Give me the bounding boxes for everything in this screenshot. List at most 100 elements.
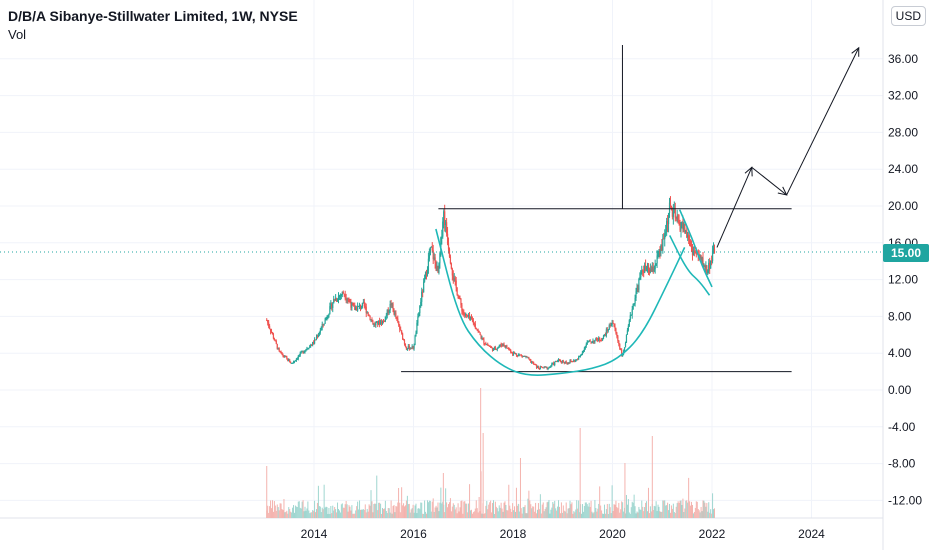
volume-bar	[348, 505, 350, 518]
volume-bar	[286, 510, 288, 518]
candle-body	[291, 362, 294, 364]
candle-body	[563, 362, 565, 364]
volume-bar	[691, 504, 693, 518]
volume-bar	[642, 506, 644, 518]
candle-body	[544, 366, 546, 368]
candle-body	[651, 267, 653, 272]
volume-bar	[684, 508, 686, 518]
currency-button[interactable]: USD	[890, 6, 926, 26]
candle-body	[610, 325, 612, 327]
volume-bar	[458, 511, 460, 518]
volume-bar	[411, 508, 413, 518]
volume-bar	[399, 502, 401, 518]
volume-bar	[292, 507, 294, 518]
volume-bar	[598, 503, 600, 518]
price-axis[interactable]: 36.0032.0028.0024.0020.0016.0012.008.004…	[888, 52, 922, 508]
candle-body	[589, 340, 591, 342]
candle-body	[619, 344, 621, 349]
volume-bar	[622, 502, 624, 518]
candle-body	[533, 362, 535, 365]
volume-bar	[505, 504, 507, 518]
candle-body	[579, 354, 582, 357]
candle-body	[401, 330, 403, 334]
candle-body	[303, 351, 305, 354]
volume-bar	[585, 502, 587, 518]
volume-bar	[662, 500, 664, 518]
candle-body	[429, 247, 431, 256]
candle-body	[476, 329, 478, 331]
volume-bar	[695, 501, 697, 518]
candle-body	[483, 339, 485, 344]
candle-body	[449, 256, 452, 264]
volume-bar	[606, 503, 608, 518]
volume-bar	[413, 512, 415, 518]
candle-body	[597, 340, 599, 342]
time-axis[interactable]: 2014 2016 2018 2020 2022 2024	[301, 527, 826, 541]
candle-body	[277, 348, 279, 350]
volume-bar	[483, 513, 485, 518]
candle-body	[349, 300, 351, 304]
candle-body	[450, 263, 452, 269]
volume-bar	[517, 503, 519, 518]
candle-body	[404, 344, 407, 347]
candle-body	[272, 334, 275, 339]
volume-bar	[402, 505, 404, 518]
candle-body	[553, 362, 555, 365]
candle-body	[641, 270, 643, 272]
candle-body	[637, 288, 639, 290]
candle-body	[306, 348, 308, 350]
candle-body	[488, 345, 490, 347]
volume-bar	[311, 512, 313, 518]
volume-bar	[470, 509, 472, 518]
volume-bar	[491, 512, 493, 518]
candle-body	[444, 211, 446, 225]
volume-bar	[297, 501, 299, 518]
volume-bar	[337, 502, 339, 518]
volume-bar	[600, 505, 602, 518]
volume-bar	[605, 509, 607, 518]
volume-bar	[663, 500, 665, 518]
volume-bar	[487, 509, 489, 518]
volume-bar	[372, 512, 374, 518]
candle-body	[443, 211, 445, 222]
candle-body	[431, 246, 433, 251]
volume-bar	[509, 505, 511, 518]
volume-bar	[525, 513, 527, 518]
volume-bar	[537, 503, 539, 518]
candle-body	[451, 268, 453, 276]
volume-bar	[437, 502, 439, 518]
candle-body	[629, 315, 631, 321]
candle-body	[519, 354, 521, 356]
volume-bar	[528, 490, 530, 518]
candle-body	[676, 215, 678, 219]
candle-body	[313, 341, 315, 344]
candle-body	[704, 266, 706, 268]
candle-body	[438, 263, 440, 273]
candle-body	[469, 317, 472, 319]
volume-bar	[359, 500, 361, 518]
candle-body	[391, 303, 393, 306]
volume-bar	[558, 500, 560, 518]
volume-bar	[435, 505, 437, 518]
volume-bar	[508, 484, 510, 518]
volume-bar	[536, 513, 538, 518]
volume-legend[interactable]: Vol	[8, 27, 27, 42]
candle-body	[437, 266, 439, 273]
volume-bar	[434, 507, 436, 518]
candle-body	[396, 317, 398, 319]
volume-bar	[281, 508, 283, 518]
candle-body	[278, 348, 280, 352]
volume-bar	[418, 508, 420, 518]
volume-bar	[439, 502, 441, 518]
candle-body	[615, 328, 617, 334]
volume-bar	[282, 510, 284, 518]
volume-spike	[579, 428, 581, 518]
symbol-title[interactable]: D/B/A Sibanye-Stillwater Limited, 1W, NY…	[8, 8, 298, 24]
candle-body	[455, 280, 457, 288]
volume-bar	[514, 506, 516, 518]
candle-body	[373, 323, 375, 325]
volume-bar	[500, 502, 502, 518]
arrow-segment	[786, 47, 860, 196]
candle-body	[426, 270, 429, 276]
